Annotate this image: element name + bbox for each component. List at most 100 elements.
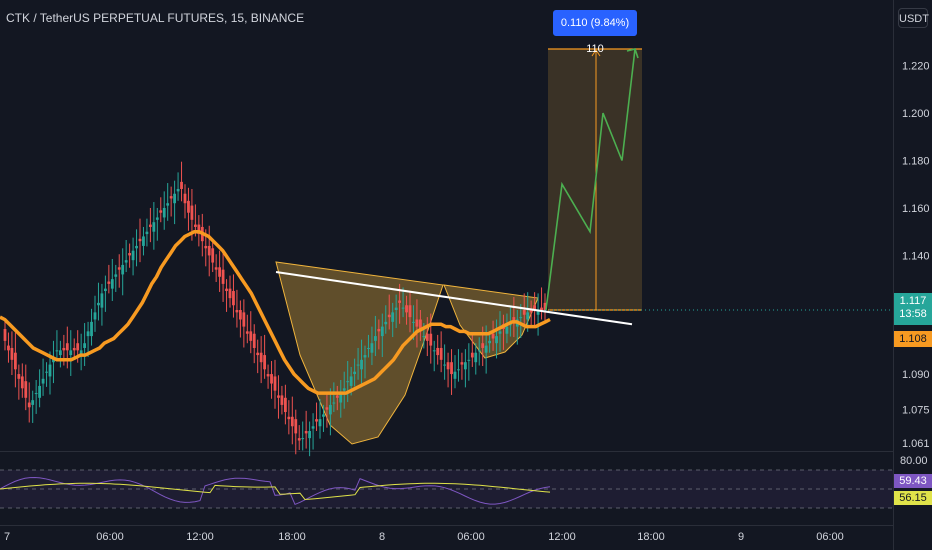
candle-body: [17, 374, 21, 379]
candle-body: [346, 381, 350, 383]
candle-body: [242, 312, 246, 327]
time-tick-label: 9: [738, 531, 744, 543]
candle-body: [214, 267, 218, 270]
candle-body: [425, 333, 429, 341]
rsi-line: [0, 476, 551, 506]
candle-body: [287, 416, 291, 420]
candle-body: [263, 355, 267, 370]
candle-body: [135, 245, 138, 249]
candle-body: [377, 328, 381, 332]
candle-body: [315, 419, 318, 422]
candle-body: [48, 364, 52, 377]
candle-body: [93, 312, 97, 320]
rsi-band: [0, 470, 893, 508]
candle-body: [128, 253, 132, 256]
candle-body: [481, 343, 485, 348]
candle-body: [412, 321, 415, 323]
cup-pattern-shape: [275, 261, 444, 445]
candle-body: [86, 331, 90, 337]
candle-body: [228, 288, 232, 299]
candle-body: [114, 274, 118, 277]
candle-body: [79, 350, 83, 356]
projection-path: [545, 48, 636, 311]
candle-body: [508, 324, 512, 326]
candle-body: [460, 362, 464, 365]
candle-body: [491, 333, 495, 339]
candle-body: [450, 362, 453, 375]
candle-body: [180, 181, 183, 189]
price-tick-label: 1.075: [902, 405, 930, 417]
rsi-upper-label: 80.00: [900, 455, 928, 467]
measure-label: 0.110 (9.84%) 110: [553, 10, 637, 55]
candle-body: [332, 402, 336, 404]
candle-body: [62, 347, 66, 351]
projection-arrow-head: [626, 48, 639, 59]
candle-body: [367, 347, 370, 349]
candle-body: [322, 414, 325, 417]
candle-body: [477, 350, 481, 352]
time-tick-label: 18:00: [637, 531, 665, 543]
candle-body: [526, 312, 530, 320]
candle-body: [387, 314, 391, 318]
candle-body: [301, 438, 305, 440]
candle-body: [311, 426, 315, 429]
candle-body: [183, 193, 187, 204]
candle-body: [3, 328, 7, 341]
candle-body: [252, 333, 256, 348]
candle-body: [72, 347, 76, 351]
candle-body: [370, 343, 374, 353]
candle-body: [457, 369, 460, 371]
candle-body: [328, 404, 332, 415]
candle-body: [283, 397, 287, 413]
candle-body: [294, 419, 298, 434]
last-price-tag: 1.117 13:58: [894, 293, 932, 325]
candle-body: [124, 260, 128, 263]
candle-body: [335, 395, 339, 398]
candle-body: [27, 402, 31, 408]
candle-body: [495, 336, 498, 344]
symbol-title[interactable]: CTK / TetherUS PERPETUAL FUTURES, 15, BI…: [6, 11, 305, 25]
candle-body: [484, 345, 488, 353]
candle-body: [65, 343, 69, 351]
candle-body: [155, 217, 159, 220]
candle-body: [256, 352, 260, 356]
time-tick-label: 12:00: [186, 531, 214, 543]
candle-body: [13, 352, 17, 370]
candle-body: [505, 326, 509, 334]
candle-body: [384, 321, 388, 325]
candle-body: [394, 307, 398, 310]
candle-body: [176, 188, 180, 192]
candle-body: [401, 307, 405, 309]
time-tick-label: 06:00: [96, 531, 124, 543]
bar-countdown: 13:58: [899, 308, 927, 320]
candle-body: [380, 326, 384, 337]
candle-body: [34, 393, 38, 395]
candle-body: [266, 374, 270, 377]
candle-body: [110, 279, 114, 289]
candle-body: [339, 393, 343, 403]
measure-arrow-head: [591, 49, 601, 57]
candle-body: [415, 319, 419, 327]
candle-body: [245, 331, 249, 334]
candle-body: [204, 245, 208, 249]
candle-body: [443, 364, 447, 366]
candle-body: [498, 331, 502, 334]
candle-body: [439, 347, 443, 360]
candle-body: [45, 371, 48, 373]
candle-body: [31, 400, 35, 405]
candle-body: [453, 371, 457, 379]
candle-body: [418, 319, 422, 332]
candle-body: [467, 359, 471, 361]
candle-body: [342, 388, 346, 391]
candle-body: [138, 238, 142, 242]
candle-body: [211, 248, 215, 263]
candle-body: [38, 385, 42, 398]
price-tick-label: 1.140: [902, 250, 930, 262]
currency-button[interactable]: USDT: [898, 8, 929, 28]
candle-body: [58, 350, 62, 356]
rsi-value-tag: 59.43: [894, 474, 932, 488]
candle-body: [308, 431, 312, 439]
candle-body: [169, 196, 173, 199]
price-tick-label: 1.220: [902, 61, 930, 73]
